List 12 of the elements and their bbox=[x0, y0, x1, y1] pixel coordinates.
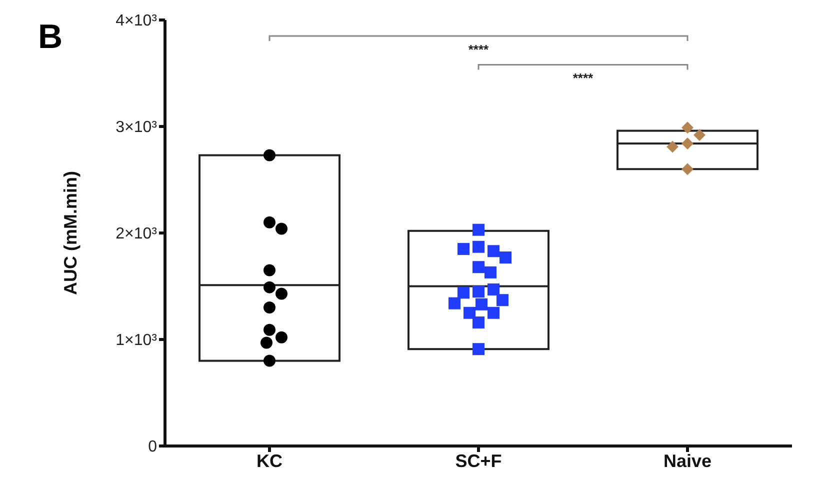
y-tick-label: 0 bbox=[148, 438, 158, 456]
y-tick-label: 2×10³ bbox=[116, 226, 158, 243]
annotation: **** bbox=[468, 42, 490, 57]
y-tick-label: 4×10³ bbox=[116, 12, 158, 30]
x-tick-label: Naive bbox=[663, 450, 712, 471]
x-tick-label: SC+F bbox=[455, 450, 502, 471]
y-tick-label: 3×10³ bbox=[116, 119, 158, 136]
y-axis-title: AUC (mM.min) bbox=[60, 171, 80, 295]
y-tick-label: 1×10³ bbox=[116, 332, 158, 350]
annotation: **** bbox=[572, 70, 594, 86]
chart-title: B bbox=[38, 18, 63, 57]
x-tick-label: KC bbox=[256, 450, 282, 471]
